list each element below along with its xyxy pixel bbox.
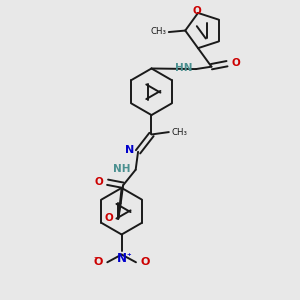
Text: ⁻: ⁻ [93,255,98,264]
Text: O: O [94,257,103,267]
Text: ⁺: ⁺ [126,252,131,261]
Text: CH₃: CH₃ [171,128,187,136]
Text: NH: NH [113,164,130,173]
Text: O: O [104,213,113,223]
Text: O: O [231,58,240,68]
Text: HN: HN [175,64,192,74]
Text: CH₃: CH₃ [150,27,167,36]
Text: N: N [117,251,127,265]
Text: O: O [95,177,103,187]
Text: O: O [192,7,201,16]
Text: O: O [140,257,149,267]
Text: N: N [124,145,134,155]
